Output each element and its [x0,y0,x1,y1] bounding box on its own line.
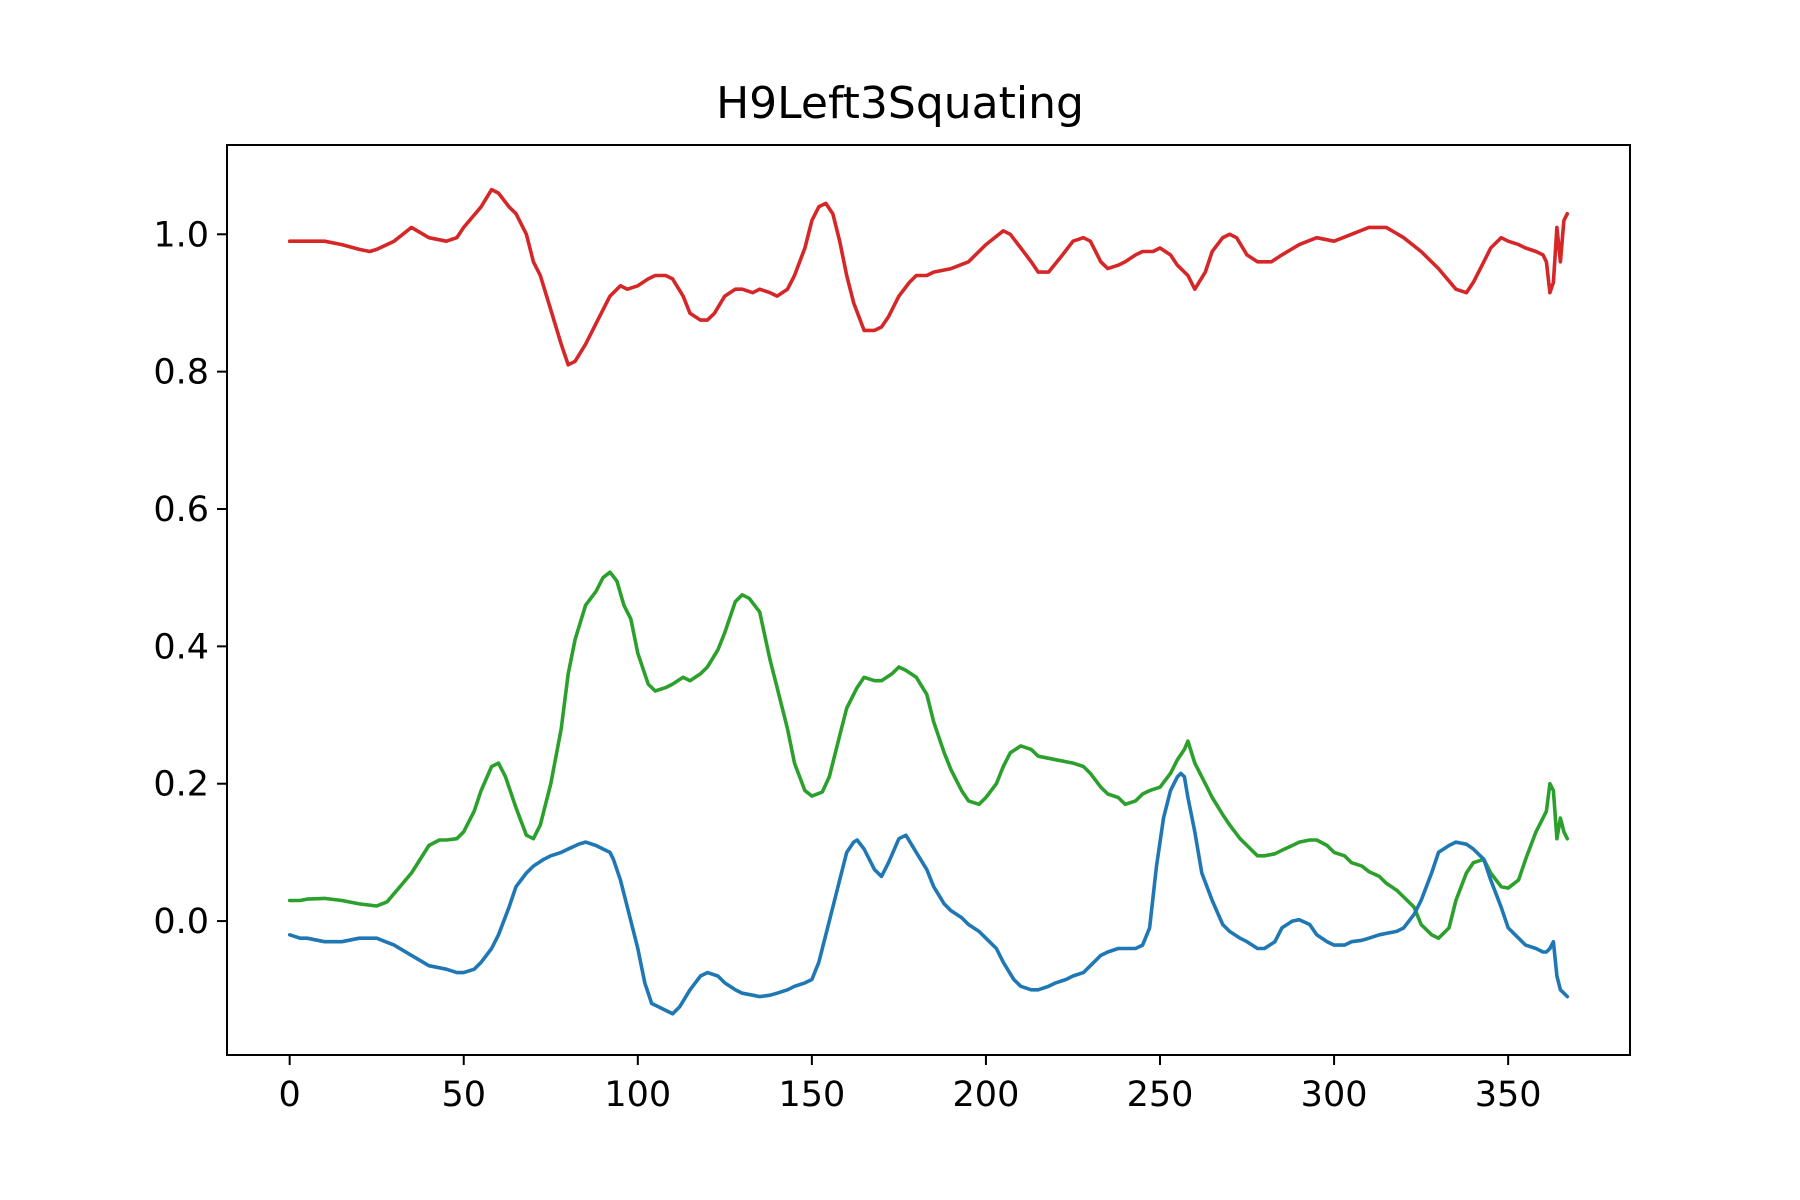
y-tick-label: 0.6 [153,490,209,530]
y-tick-label: 0.4 [153,627,209,667]
x-tick-label: 50 [441,1075,486,1115]
series-line-red [287,187,1570,367]
y-tick-label: 1.0 [153,215,209,255]
series-layer [287,187,1570,1016]
series-line-blue [287,771,1570,1016]
y-tick-label: 0.2 [153,765,209,805]
x-tick-label: 0 [279,1075,301,1115]
chart-title: H9Left3Squating [716,78,1084,129]
x-tick-label: 100 [604,1075,671,1115]
x-tick-label: 350 [1475,1075,1542,1115]
y-axis: 0.0 0.2 0.4 0.6 0.8 1.0 [153,215,227,942]
x-tick-label: 200 [953,1075,1020,1115]
x-axis: 0 50 100 150 200 250 300 350 [279,1055,1542,1115]
x-tick-label: 150 [778,1075,845,1115]
series-line-green [287,570,1570,940]
x-tick-label: 250 [1127,1075,1194,1115]
y-tick-label: 0.8 [153,353,209,393]
y-tick-label: 0.0 [153,902,209,942]
x-tick-label: 300 [1301,1075,1368,1115]
plot-area-frame [226,144,1631,1056]
